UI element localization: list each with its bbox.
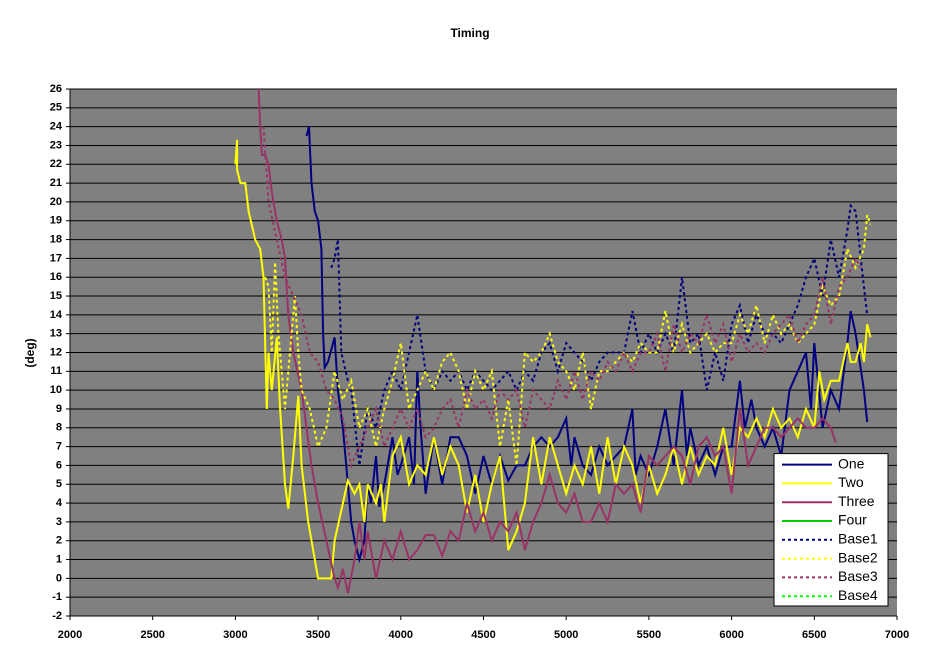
y-tick-label: 23: [50, 139, 62, 151]
y-tick-label: -2: [52, 610, 62, 622]
x-tick-label: 6000: [719, 629, 743, 641]
y-tick-label: 9: [56, 403, 62, 415]
series-line: [257, 88, 837, 594]
legend-label: Base4: [838, 587, 878, 603]
legend-label: Base2: [838, 549, 878, 565]
series-line: [262, 126, 862, 469]
y-tick-label: 0: [56, 572, 62, 584]
y-tick-label: 3: [56, 516, 62, 528]
y-tick-label: 4: [56, 497, 63, 509]
y-tick-label: 14: [50, 309, 63, 321]
y-tick-label: -1: [52, 591, 62, 603]
y-tick-label: 19: [50, 215, 62, 227]
y-tick-label: 5: [56, 478, 62, 490]
series-line: [264, 214, 872, 466]
y-axis-label: (deg): [23, 338, 37, 367]
legend-label: Base1: [838, 531, 878, 547]
y-tick-label: 10: [50, 384, 62, 396]
y-tick-label: 18: [50, 233, 62, 245]
y-tick-label: 6: [56, 459, 62, 471]
legend-label: Two: [838, 474, 864, 490]
y-tick-label: 16: [50, 271, 62, 283]
chart-title: Timing: [450, 26, 489, 40]
x-tick-label: 4000: [389, 629, 413, 641]
y-tick-label: 12: [50, 346, 62, 358]
y-tick-label: 2: [56, 535, 62, 547]
legend-label: Three: [838, 493, 875, 509]
y-tick-label: 20: [50, 196, 62, 208]
x-tick-label: 4500: [471, 629, 495, 641]
y-tick-label: 1: [56, 553, 62, 565]
x-tick-label: 6500: [802, 629, 826, 641]
y-tick-label: 24: [50, 121, 63, 133]
x-tick-label: 5500: [637, 629, 661, 641]
x-tick-label: 2000: [58, 629, 82, 641]
y-tick-label: 8: [56, 422, 62, 434]
series-line: [305, 126, 869, 564]
x-tick-label: 7000: [885, 629, 909, 641]
series-line: [234, 139, 872, 580]
legend-label: Four: [838, 512, 867, 528]
x-tick-label: 2500: [140, 629, 164, 641]
legend-label: Base3: [838, 568, 878, 584]
y-tick-label: 7: [56, 441, 62, 453]
y-tick-label: 13: [50, 328, 62, 340]
y-tick-label: 21: [50, 177, 62, 189]
y-tick-label: 17: [50, 252, 62, 264]
legend-label: One: [838, 455, 865, 471]
y-tick-label: 15: [50, 290, 62, 302]
y-tick-label: 11: [50, 365, 62, 377]
x-tick-label: 3000: [223, 629, 247, 641]
legend-box: [773, 453, 889, 607]
y-tick-label: 22: [50, 158, 62, 170]
y-tick-label: 25: [50, 102, 62, 114]
x-tick-label: 5000: [554, 629, 578, 641]
x-tick-label: 3500: [306, 629, 330, 641]
y-tick-label: 26: [50, 83, 62, 95]
